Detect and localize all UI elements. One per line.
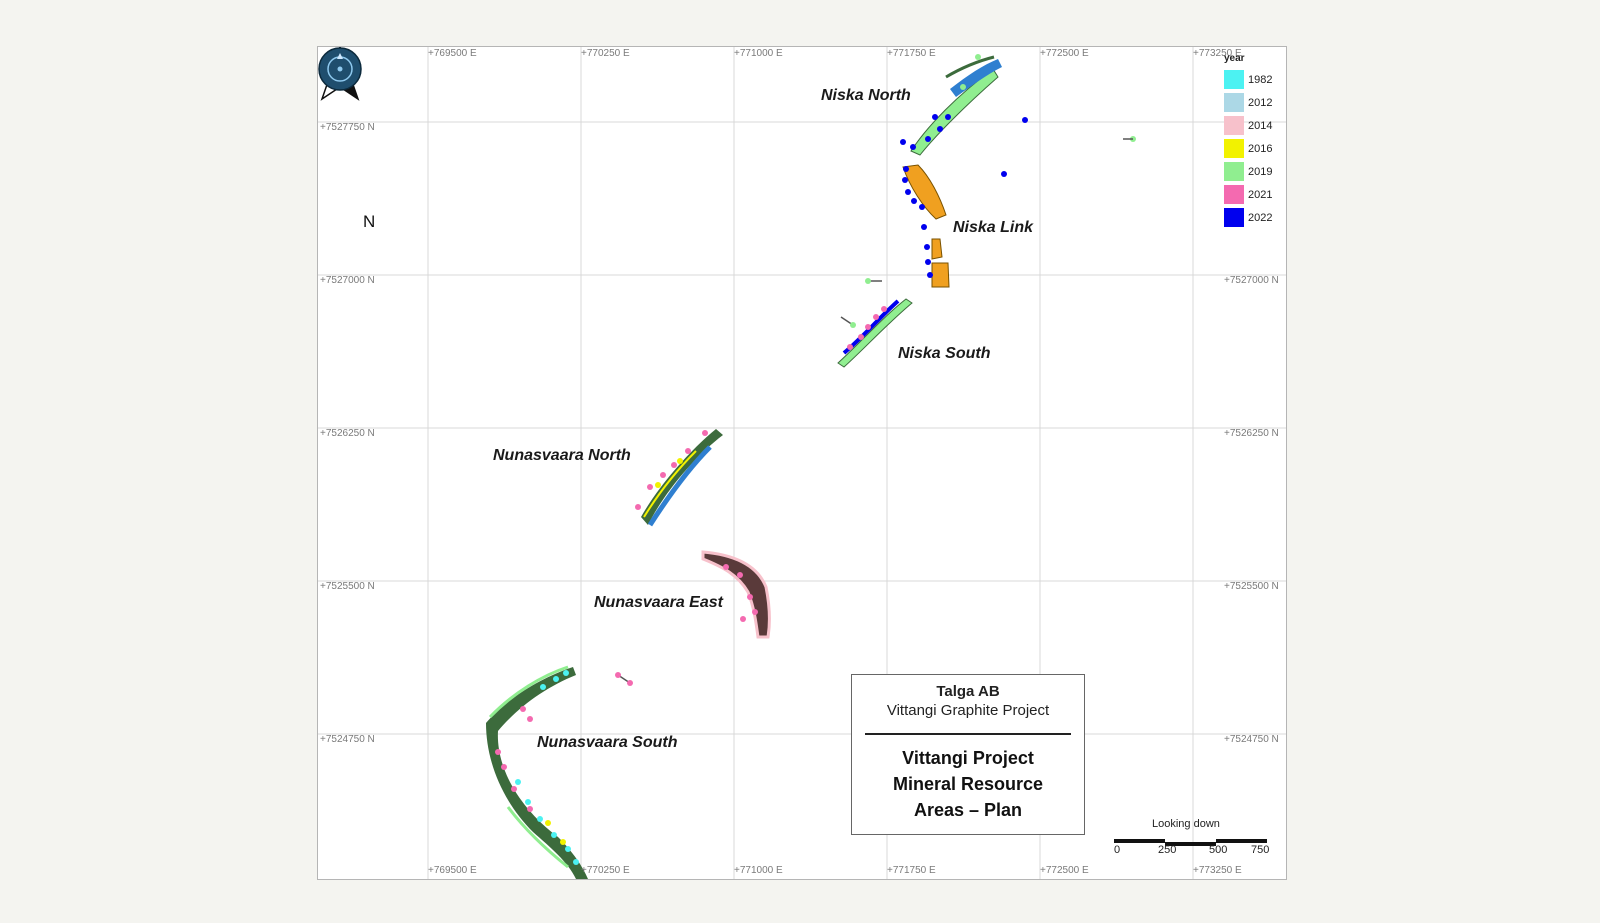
title-divider [865, 733, 1071, 735]
map-canvas [318, 47, 1286, 879]
easting-label-bottom: +770250 E [581, 865, 630, 876]
legend-label: 2021 [1248, 188, 1273, 201]
northing-label-left: +7526250 N [320, 428, 375, 439]
view-compass-icon [318, 47, 362, 91]
scale-label: 0 [1114, 844, 1121, 856]
legend-label: 2014 [1248, 119, 1273, 132]
north-arrow-label: N [363, 212, 376, 231]
legend-items: 1982 2012 2014 2016 2019 2021 2022 [1224, 68, 1282, 229]
area-label-nunasvaara-north: Nunasvaara North [493, 447, 631, 464]
map-panel: +769500 E +770250 E +771000 E +771750 E … [317, 46, 1287, 880]
legend-swatch [1224, 70, 1244, 89]
easting-label-top: +771750 E [887, 48, 936, 59]
area-label-niska-link: Niska Link [953, 219, 1034, 236]
area-label-nunasvaara-south: Nunasvaara South [537, 734, 678, 751]
legend-swatch [1224, 93, 1244, 112]
easting-label-bottom: +772500 E [1040, 865, 1089, 876]
northing-label-left: +7527750 N [320, 122, 375, 133]
northing-label-left: +7527000 N [320, 275, 375, 286]
easting-label-top: +771000 E [734, 48, 783, 59]
niska-link-orebody [865, 164, 950, 288]
legend-swatch [1224, 116, 1244, 135]
area-label-niska-south: Niska South [898, 345, 991, 362]
northing-label-left: +7524750 N [320, 734, 375, 745]
easting-label-bottom: +769500 E [428, 865, 477, 876]
view-direction-label: Looking down [1152, 818, 1220, 830]
easting-label-top: +770250 E [581, 48, 630, 59]
nunasvaara-north-orebody [635, 429, 723, 527]
title-heading-line: Areas – Plan [913, 800, 1023, 820]
northing-label-right: +7524750 N [1224, 734, 1279, 745]
title-heading-line: Vittangi Project [902, 748, 1034, 768]
legend-swatch [1224, 139, 1244, 158]
niska-north-orebody [900, 54, 1136, 177]
legend: year 1982 2012 2014 2016 2019 2021 2022 [1224, 53, 1282, 229]
legend-item: 2022 [1224, 206, 1282, 229]
northing-label-left: +7525500 N [320, 581, 375, 592]
northing-label-right: +7527000 N [1224, 275, 1279, 286]
legend-title: year [1224, 53, 1245, 64]
legend-label: 2012 [1248, 96, 1273, 109]
legend-label: 1982 [1248, 73, 1273, 86]
legend-label: 2016 [1248, 142, 1273, 155]
legend-item: 2014 [1224, 114, 1282, 137]
legend-item: 2012 [1224, 91, 1282, 114]
legend-item: 2021 [1224, 183, 1282, 206]
legend-item: 2019 [1224, 160, 1282, 183]
area-label-nunasvaara-east: Nunasvaara East [594, 594, 723, 611]
title-heading-line: Mineral Resource [892, 774, 1044, 794]
easting-label-top: +769500 E [428, 48, 477, 59]
title-block: Talga AB Vittangi Graphite Project Vitta… [851, 674, 1085, 835]
legend-label: 2022 [1248, 211, 1273, 224]
northing-label-right: +7525500 N [1224, 581, 1279, 592]
easting-label-bottom: +771000 E [734, 865, 783, 876]
legend-item: 1982 [1224, 68, 1282, 91]
legend-swatch [1224, 185, 1244, 204]
title-company: Talga AB [936, 683, 1000, 700]
easting-label-bottom: +771750 E [887, 865, 936, 876]
easting-label-top: +773250 E [1193, 48, 1242, 59]
scale-label: 750 [1251, 844, 1270, 856]
northing-label-right: +7526250 N [1224, 428, 1279, 439]
legend-label: 2019 [1248, 165, 1273, 178]
easting-label-bottom: +773250 E [1193, 865, 1242, 876]
legend-item: 2016 [1224, 137, 1282, 160]
nunasvaara-south-orebody [486, 665, 588, 879]
scale-bar [1114, 839, 1267, 846]
scale-label: 250 [1158, 844, 1177, 856]
scale-label: 500 [1209, 844, 1228, 856]
area-label-niska-north: Niska North [821, 87, 911, 104]
title-project: Vittangi Graphite Project [886, 702, 1050, 719]
grid [318, 47, 1286, 879]
easting-label-top: +772500 E [1040, 48, 1089, 59]
nunasvaara-east-orebody [615, 550, 771, 686]
niska-south-orebody [837, 298, 913, 368]
legend-swatch [1224, 162, 1244, 181]
legend-swatch [1224, 208, 1244, 227]
